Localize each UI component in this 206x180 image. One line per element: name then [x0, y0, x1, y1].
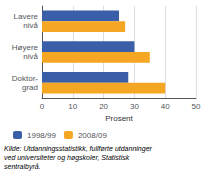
- svg-text:40: 40: [161, 102, 170, 111]
- svg-text:0: 0: [40, 102, 45, 111]
- svg-text:30: 30: [130, 102, 139, 111]
- svg-text:Prosent: Prosent: [105, 114, 133, 123]
- svg-text:1998/99: 1998/99: [27, 131, 56, 140]
- svg-text:50: 50: [192, 102, 201, 111]
- svg-text:Lavere: Lavere: [14, 12, 39, 21]
- svg-text:ved universiteter og høgskoler: ved universiteter og høgskoler, Statisti…: [4, 154, 130, 162]
- svg-text:grad: grad: [22, 83, 38, 92]
- svg-text:Doktor-: Doktor-: [12, 74, 39, 83]
- svg-text:20: 20: [99, 102, 108, 111]
- svg-text:sentralbyrå.: sentralbyrå.: [4, 163, 41, 171]
- svg-text:nivå: nivå: [23, 52, 38, 61]
- svg-text:Høyere: Høyere: [12, 43, 39, 52]
- svg-text:nivå: nivå: [23, 21, 38, 30]
- svg-text:10: 10: [68, 102, 77, 111]
- svg-text:2008/09: 2008/09: [78, 131, 107, 140]
- svg-text:Kilde: Utdanningsstatistikk, f: Kilde: Utdanningsstatistikk, fullførte u…: [4, 145, 153, 153]
